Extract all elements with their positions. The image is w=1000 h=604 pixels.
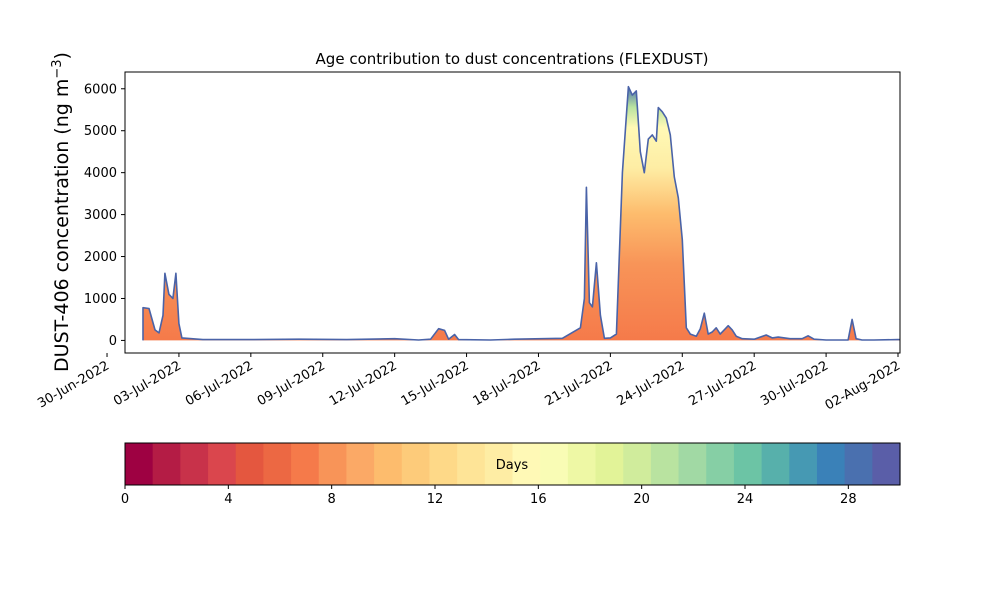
x-tick-label: 21-Jul-2022 [543, 358, 616, 409]
y-tick-label: 1000 [84, 292, 117, 307]
colorbar [125, 443, 901, 485]
y-axis: 0 1000 2000 3000 4000 5000 6000 [84, 82, 125, 349]
colorbar-tick-label: 16 [530, 492, 547, 507]
colorbar-segment [484, 443, 514, 485]
x-tick-label: 12-Jul-2022 [327, 358, 400, 409]
colorbar-segment [789, 443, 818, 485]
y-axis-label: DUST-406 concentration (ng m−3) [50, 52, 74, 372]
chart-title: Age contribution to dust concentrations … [316, 50, 709, 68]
x-tick-label: 15-Jul-2022 [399, 358, 472, 409]
colorbar-segment [678, 443, 707, 485]
y-tick-label: 6000 [84, 82, 117, 97]
colorbar-label: Days [496, 458, 529, 473]
colorbar-segment [429, 443, 458, 485]
colorbar-tick-label: 28 [840, 492, 857, 507]
colorbar-segment [291, 443, 320, 485]
plot-frame [124, 71, 901, 354]
colorbar-axis: 0 4 8 12 16 20 24 28 [121, 485, 857, 507]
colorbar-segment [208, 443, 237, 485]
y-tick-label: 0 [109, 334, 117, 349]
colorbar-segment [263, 443, 292, 485]
colorbar-segment [152, 443, 181, 485]
colorbar-segment [540, 443, 569, 485]
x-tick-label: 27-Jul-2022 [686, 358, 759, 409]
x-tick-label: 09-Jul-2022 [255, 358, 328, 409]
colorbar-segment [401, 443, 431, 485]
x-tick-label: 06-Jul-2022 [183, 358, 256, 409]
colorbar-segment [650, 443, 680, 485]
y-tick-label: 5000 [84, 124, 117, 139]
y-axis-label-main: DUST-406 concentration (ng m [51, 79, 73, 372]
colorbar-tick-label: 8 [328, 492, 336, 507]
colorbar-segment [761, 443, 790, 485]
x-tick-label: 18-Jul-2022 [471, 358, 544, 409]
colorbar-segment [595, 443, 624, 485]
colorbar-segment [235, 443, 264, 485]
colorbar-segment [623, 443, 652, 485]
colorbar-frame [124, 442, 901, 486]
y-tick-label: 2000 [84, 250, 117, 265]
colorbar-segment [125, 443, 154, 485]
y-axis-label-exponent: −3 [50, 59, 65, 78]
colorbar-tick-label: 4 [224, 492, 232, 507]
colorbar-tick-label: 24 [737, 492, 754, 507]
colorbar-segment [180, 443, 209, 485]
y-axis-label-close: ) [51, 52, 73, 59]
x-tick-label: 24-Jul-2022 [614, 358, 687, 409]
colorbar-segment [318, 443, 348, 485]
colorbar-segment [844, 443, 873, 485]
colorbar-segment [346, 443, 375, 485]
colorbar-tick-label: 12 [427, 492, 444, 507]
x-tick-label: 30-Jul-2022 [758, 358, 831, 409]
x-tick-label: 02-Aug-2022 [823, 358, 903, 413]
colorbar-segment [816, 443, 846, 485]
x-axis: 30-Jun-2022 03-Jul-2022 06-Jul-2022 09-Jul-… [35, 353, 903, 414]
colorbar-segment [706, 443, 735, 485]
plot-area [142, 85, 900, 341]
x-tick-label: 03-Jul-2022 [111, 358, 184, 409]
y-tick-label: 4000 [84, 166, 117, 181]
total-concentration-line [142, 85, 900, 341]
colorbar-segment [512, 443, 541, 485]
colorbar-tick-label: 0 [121, 492, 129, 507]
colorbar-segment [872, 443, 901, 485]
y-tick-label: 3000 [84, 208, 117, 223]
age-stack-area [142, 86, 900, 341]
colorbar-segment [733, 443, 763, 485]
colorbar-segment [374, 443, 403, 485]
colorbar-segment [567, 443, 597, 485]
x-tick-label: 30-Jun-2022 [35, 358, 112, 411]
colorbar-segment [457, 443, 486, 485]
colorbar-tick-label: 20 [633, 492, 650, 507]
